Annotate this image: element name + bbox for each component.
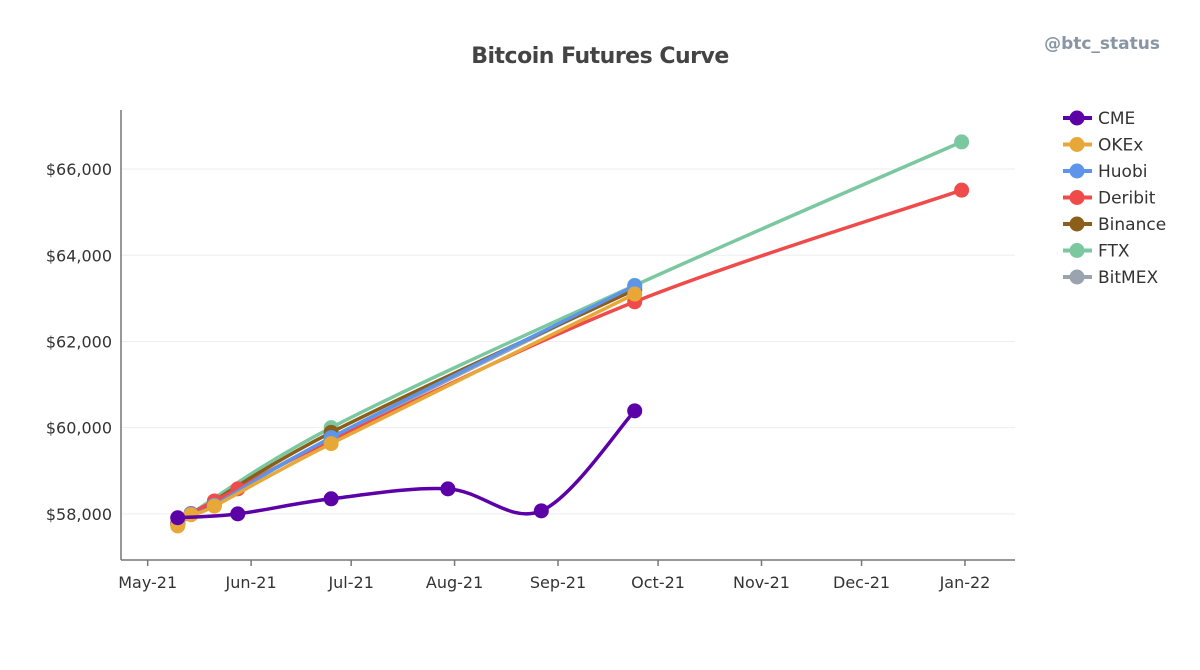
legend-marker [1069, 216, 1085, 232]
x-tick-label: Sep-21 [530, 573, 586, 592]
legend-item-binance[interactable]: Binance [1063, 215, 1166, 235]
x-tick-label: Oct-21 [631, 573, 685, 592]
legend-marker [1069, 190, 1085, 205]
x-tick-label: Jun-21 [225, 573, 277, 592]
series-line [177, 409, 636, 520]
y-tick-label: $66,000 [46, 160, 112, 179]
legend-item-okex[interactable]: OKEx [1063, 136, 1143, 156]
x-tick-label: Aug-21 [426, 573, 483, 592]
legend-item-cme[interactable]: CME [1063, 109, 1135, 129]
x-tick-label: Jan-22 [939, 573, 991, 592]
legend-label: FTX [1098, 242, 1130, 262]
x-tick-label: May-21 [118, 573, 177, 592]
data-point [954, 182, 970, 198]
legend-label: Huobi [1098, 162, 1147, 182]
data-point [206, 498, 222, 514]
legend-marker [1069, 269, 1085, 285]
data-point [323, 491, 339, 507]
legend-item-deribit[interactable]: Deribit [1063, 189, 1156, 209]
series-line [176, 140, 963, 524]
legend-label: CME [1098, 109, 1135, 129]
series-ftx [170, 134, 970, 530]
series-line [176, 188, 963, 525]
data-point [170, 510, 186, 526]
data-point [440, 481, 456, 497]
data-point [627, 286, 643, 302]
legend-item-ftx[interactable]: FTX [1063, 242, 1130, 262]
legend-marker [1069, 163, 1085, 179]
legend-label: BitMEX [1098, 268, 1158, 288]
legend-marker [1069, 243, 1085, 258]
series-okex [170, 286, 643, 534]
data-point [230, 506, 246, 522]
chart-title: Bitcoin Futures Curve [471, 44, 729, 69]
series-deribit [170, 182, 970, 531]
series-cme [170, 403, 643, 526]
y-tick-label: $60,000 [46, 419, 112, 438]
legend-label: Binance [1098, 215, 1166, 235]
legend-marker [1069, 137, 1085, 152]
legend-item-bitmex[interactable]: BitMEX [1063, 268, 1158, 288]
legend-label: Deribit [1098, 189, 1156, 209]
x-tick-label: Dec-21 [833, 573, 890, 592]
data-point [627, 403, 643, 419]
y-tick-label: $58,000 [46, 505, 112, 524]
data-point [533, 503, 549, 519]
y-tick-label: $62,000 [46, 332, 112, 351]
watermark: @btc_status [1044, 34, 1160, 54]
data-point [183, 507, 199, 523]
data-point [323, 436, 339, 452]
legend-label: OKEx [1098, 136, 1143, 156]
legend-marker [1069, 110, 1085, 126]
y-tick-label: $64,000 [46, 246, 112, 265]
x-tick-label: Nov-21 [733, 573, 790, 592]
x-tick-label: Jul-21 [327, 573, 373, 592]
legend-item-huobi[interactable]: Huobi [1063, 162, 1147, 182]
data-point [954, 134, 970, 150]
